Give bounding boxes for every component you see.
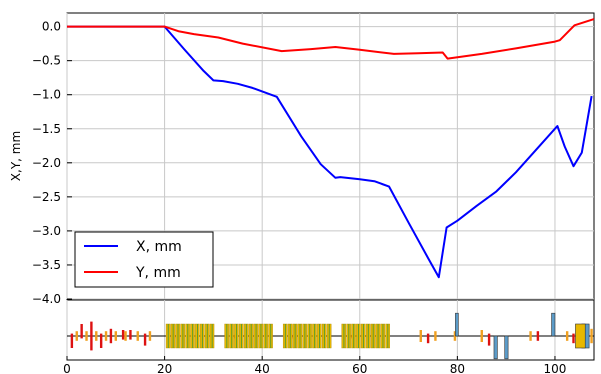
x-ticks: 0 20 40 60 80 100	[63, 356, 566, 374]
lattice-magnet	[90, 321, 93, 351]
lattice-magnet	[124, 331, 127, 341]
x-tick-label: 60	[352, 362, 367, 374]
lattice-magnet	[426, 333, 430, 344]
lattice-magnet	[70, 333, 74, 348]
lattice-magnet	[148, 331, 152, 341]
series-line-x	[67, 25, 593, 279]
y-tick-label: −3.0	[32, 224, 61, 238]
lattice-magnet	[80, 324, 83, 339]
lattice-magnet	[565, 331, 569, 341]
lattice-elements	[70, 312, 593, 360]
lattice-magnet	[99, 333, 103, 348]
lattice-magnet	[419, 330, 422, 342]
lattice-block	[575, 323, 586, 349]
lattice-magnet	[434, 331, 437, 341]
lattice-block	[551, 312, 556, 337]
main-plot: 0.0 −0.5 −1.0 −1.5 −2.0 −2.5 −3.0 −3.5 −4.0 X,Y,…	[9, 12, 595, 306]
lattice-block	[493, 335, 498, 360]
lattice-magnet	[572, 333, 575, 344]
lattice-magnet	[114, 331, 117, 341]
x-tick-label: 80	[450, 362, 465, 374]
lattice-magnet	[85, 331, 88, 341]
lattice-magnet	[109, 328, 113, 344]
lattice-magnet	[121, 330, 125, 340]
lattice-block	[504, 335, 509, 360]
lattice-magnet	[536, 331, 540, 341]
lattice-magnet	[590, 328, 593, 344]
lattice-magnet	[95, 331, 98, 341]
y-axis-label: X,Y, mm	[9, 131, 23, 181]
legend: X, mm Y, mm	[74, 231, 214, 288]
y-tick-label: −0.5	[32, 54, 61, 68]
x-tick-label: 100	[544, 362, 567, 374]
y-tick-label: −1.0	[32, 88, 61, 102]
y-tick-label: −2.0	[32, 156, 61, 170]
lattice-magnet	[143, 333, 147, 346]
y-tick-label: −3.5	[32, 258, 61, 272]
lattice-magnet	[480, 330, 483, 342]
lattice-magnet	[529, 331, 532, 341]
series-line-y	[67, 18, 595, 60]
y-tick-label: −1.5	[32, 122, 61, 136]
y-tick-label: −2.5	[32, 190, 61, 204]
lattice-block	[455, 312, 459, 337]
lattice-magnet	[104, 331, 108, 341]
lattice-magnet	[453, 331, 457, 341]
y-tick-label: 0.0	[42, 20, 61, 34]
x-tick-label: 0	[63, 362, 71, 374]
legend-box	[74, 231, 214, 288]
legend-label-y: Y, mm	[135, 265, 181, 281]
y-tick-label: −4.0	[32, 292, 61, 306]
lattice-magnet	[487, 333, 491, 346]
x-tick-label: 20	[157, 362, 172, 374]
lattice-magnet	[75, 331, 78, 341]
x-tick-label: 40	[255, 362, 270, 374]
lattice-magnet	[129, 330, 132, 340]
lattice-magnet	[136, 331, 139, 341]
legend-label-x: X, mm	[136, 239, 182, 255]
series-layer	[67, 18, 595, 279]
y-ticks: 0.0 −0.5 −1.0 −1.5 −2.0 −2.5 −3.0 −3.5 −4.0	[32, 20, 72, 306]
lattice-strip: 0 20 40 60 80 100	[63, 299, 595, 374]
